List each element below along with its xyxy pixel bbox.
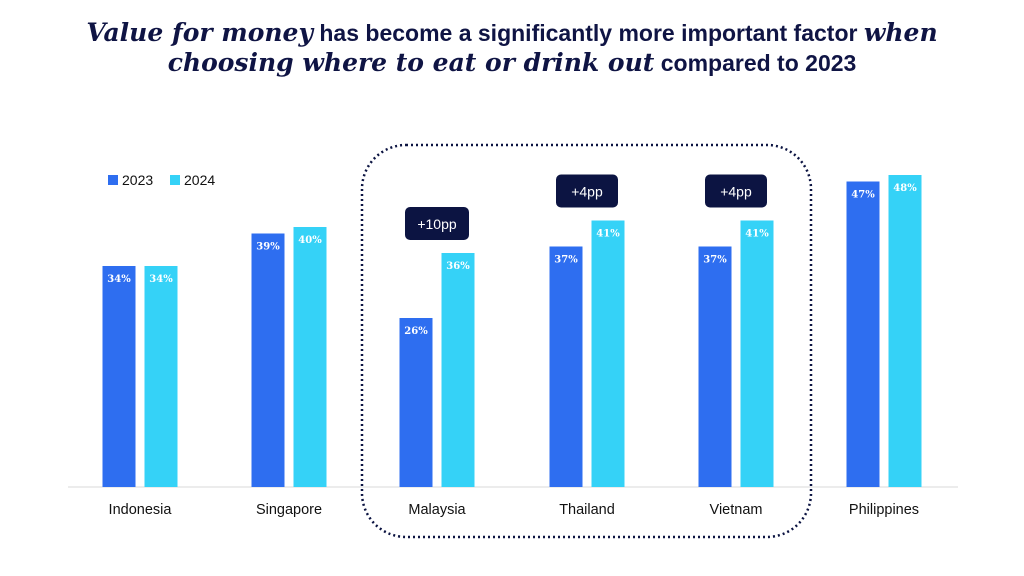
- data-label-indonesia-2024: 34%: [149, 274, 173, 285]
- bar-singapore-2024: [293, 227, 327, 487]
- highlight-box: [360, 143, 813, 539]
- bar-vietnam-2023: [698, 246, 732, 487]
- bar-indonesia-2023: [102, 266, 136, 487]
- data-label-singapore-2023: 39%: [256, 242, 280, 253]
- bar-philippines-2024: [888, 175, 922, 487]
- annotation-text-malaysia: +10pp: [417, 216, 457, 232]
- x-tick-philippines: Philippines: [849, 502, 919, 518]
- bar-philippines-2023: [846, 181, 880, 487]
- chart-title: Value for money has become a significant…: [0, 18, 1024, 78]
- legend-label-2024: 2024: [184, 172, 215, 188]
- title-line-1: Value for money has become a significant…: [0, 18, 1024, 48]
- x-tick-thailand: Thailand: [559, 502, 615, 518]
- annotation-badge-malaysia: [405, 207, 469, 240]
- x-tick-indonesia: Indonesia: [109, 502, 173, 518]
- bar-malaysia-2024: [441, 253, 475, 487]
- x-tick-malaysia: Malaysia: [408, 502, 466, 518]
- title-line-2: choosing where to eat or drink out compa…: [0, 48, 1024, 78]
- x-tick-vietnam: Vietnam: [710, 502, 763, 518]
- bar-thailand-2024: [591, 220, 625, 487]
- annotation-text-thailand: +4pp: [571, 184, 603, 200]
- title-text-middle: has become a significantly more importan…: [312, 20, 864, 46]
- bar-thailand-2023: [549, 246, 583, 487]
- annotation-badge-vietnam: [705, 174, 767, 208]
- title-emphasis-when: when: [863, 18, 938, 47]
- legend-swatch-2023: [108, 175, 118, 185]
- legend-label-2023: 2023: [122, 172, 153, 188]
- bar-singapore-2023: [251, 233, 285, 487]
- data-label-philippines-2024: 48%: [893, 183, 917, 194]
- data-label-thailand-2024: 41%: [596, 229, 620, 240]
- title-emphasis-value: Value for money: [86, 18, 313, 47]
- bar-malaysia-2023: [399, 318, 433, 487]
- annotation-text-vietnam: +4pp: [720, 184, 752, 200]
- data-label-singapore-2024: 40%: [298, 235, 322, 246]
- data-label-philippines-2023: 47%: [851, 190, 875, 201]
- legend-swatch-2024: [170, 175, 180, 185]
- data-label-indonesia-2023: 34%: [107, 274, 131, 285]
- data-label-vietnam-2024: 41%: [745, 229, 769, 240]
- title-emphasis-choosing: choosing where to eat or drink out: [167, 48, 655, 77]
- x-tick-singapore: Singapore: [256, 502, 322, 518]
- data-label-thailand-2023: 37%: [554, 255, 578, 266]
- bar-indonesia-2024: [144, 266, 178, 487]
- annotation-badge-thailand: [556, 174, 618, 208]
- bar-vietnam-2024: [740, 220, 774, 487]
- title-text-end: compared to 2023: [654, 50, 857, 76]
- data-label-vietnam-2023: 37%: [703, 255, 727, 266]
- data-label-malaysia-2024: 36%: [446, 261, 470, 272]
- data-label-malaysia-2023: 26%: [404, 326, 428, 337]
